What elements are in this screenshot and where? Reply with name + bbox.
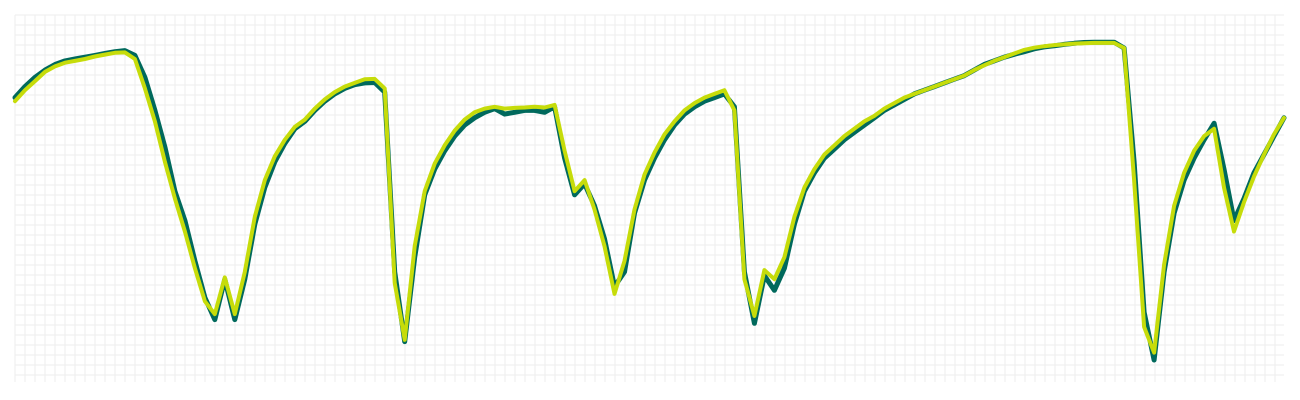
series-group — [12, 39, 1287, 363]
grid — [14, 14, 1284, 382]
series-line-2 — [13, 40, 1286, 355]
